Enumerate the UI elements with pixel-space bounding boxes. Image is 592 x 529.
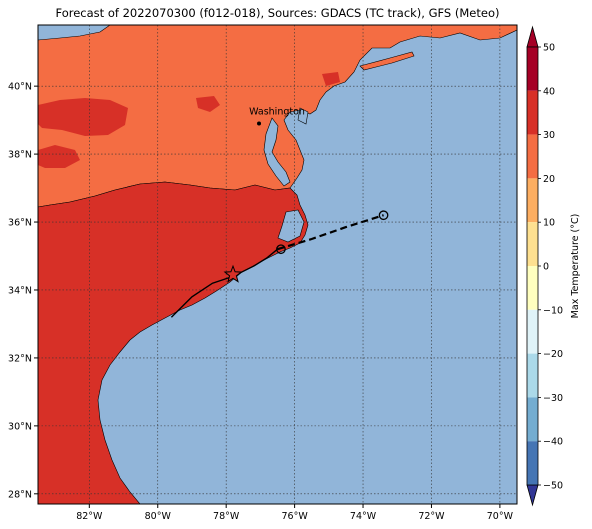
colorbar-bin xyxy=(527,353,538,398)
tick-label-lon: 80°W xyxy=(145,511,172,522)
colorbar-bin xyxy=(527,309,538,354)
tick-label-lon: 78°W xyxy=(213,511,240,522)
colorbar-tick-label: −30 xyxy=(543,393,563,404)
colorbar-extend-max xyxy=(526,25,539,48)
colorbar-tick-label: 0 xyxy=(543,262,549,273)
tick-label-lon: 72°W xyxy=(418,511,445,522)
tick-label-lat: 36°N xyxy=(8,218,32,229)
land-hot-patch-pa xyxy=(322,72,340,86)
tick-label-lat: 28°N xyxy=(8,489,32,500)
land-hot-patch-west xyxy=(38,98,128,136)
tick-label-lon: 70°W xyxy=(487,511,514,522)
colorbar-bin xyxy=(527,90,538,135)
city-dot xyxy=(257,121,262,126)
gridlines xyxy=(38,25,517,504)
colorbar-tick-label: −50 xyxy=(543,481,563,492)
land-hot-patch-ohio xyxy=(38,145,80,168)
colorbar-tick-label: 50 xyxy=(543,43,555,54)
tick-label-lon: 74°W xyxy=(350,511,377,522)
colorbar-label: Max Temperature (°C) xyxy=(570,214,581,319)
city-label: Washington xyxy=(249,107,305,118)
colorbar-bin xyxy=(527,441,538,485)
map-frame xyxy=(37,24,518,505)
pamlico-sound xyxy=(277,209,305,243)
forecast-position-marker xyxy=(276,244,286,255)
current-position-star-icon xyxy=(223,264,243,283)
colorbar-tick-label: 20 xyxy=(543,174,555,185)
tick-label-lon: 82°W xyxy=(76,511,103,522)
tick-label-lat: 30°N xyxy=(8,421,32,432)
colorbar-tick-label: 30 xyxy=(543,130,555,141)
tick-label-lat: 40°N xyxy=(8,82,32,93)
long-island xyxy=(359,51,415,71)
map-body xyxy=(38,25,517,504)
tc-track xyxy=(170,210,389,318)
track-forecast-line xyxy=(277,214,384,251)
colorbar-tick-label: −10 xyxy=(543,305,563,316)
tick-label-lat: 32°N xyxy=(8,353,32,364)
colorbar-tick-label: 40 xyxy=(543,86,555,97)
colorbar-tick-label: −40 xyxy=(543,437,563,448)
colorbar-bin xyxy=(527,222,538,266)
tick-label-lon: 76°W xyxy=(281,511,308,522)
colorbar-bin xyxy=(527,47,538,91)
colorbar-bin xyxy=(527,266,538,310)
colorbar-tick-label: −20 xyxy=(543,349,563,360)
tick-label-lat: 38°N xyxy=(8,150,32,161)
land-hot-patch-dc xyxy=(196,96,220,112)
colorbar-bin xyxy=(527,397,538,442)
colorbar-bin xyxy=(527,178,538,223)
axis-ticks: 82°W 80°W 78°W 76°W 74°W 72°W 70°W 28°N 30°N 32°N… xyxy=(8,82,514,522)
delaware-bay xyxy=(297,107,309,125)
colorbar-bin xyxy=(527,134,538,179)
colorbar-extend-min xyxy=(526,484,539,507)
forecast-position-marker xyxy=(378,210,389,221)
map-title: Forecast of 2022070300 (f012-018), Sourc… xyxy=(55,6,500,20)
chesapeake-bay xyxy=(263,117,291,187)
city-marker: Washington xyxy=(249,107,305,126)
colorbar: 50 40 30 20 10 0 −10 −20 −30 −40 −50 Max Temperatur… xyxy=(526,25,581,507)
lake-erie xyxy=(38,25,111,41)
colorbar-tick-label: 10 xyxy=(543,218,555,229)
tick-label-lat: 34°N xyxy=(8,285,32,296)
